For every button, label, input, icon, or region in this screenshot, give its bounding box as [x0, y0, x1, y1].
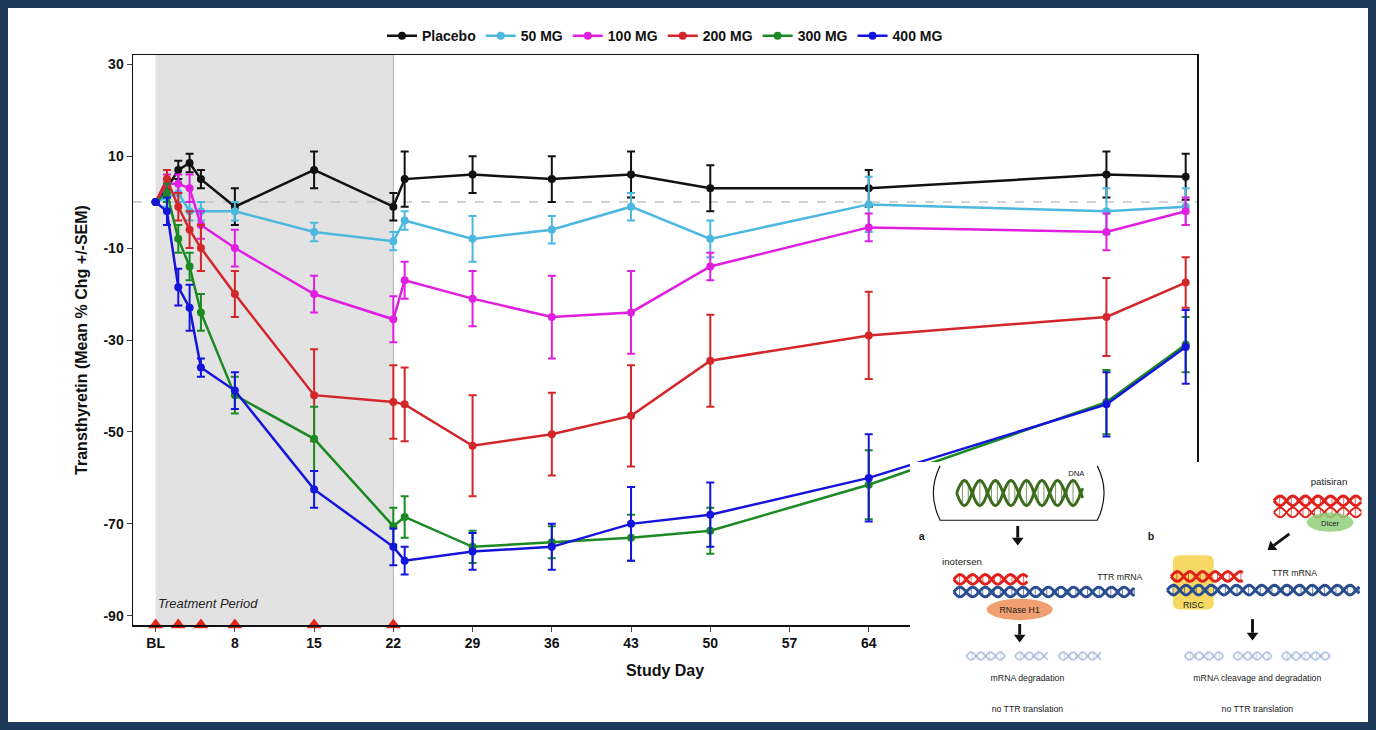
svg-text:DNA: DNA: [1068, 469, 1085, 478]
svg-text:64: 64: [861, 635, 877, 651]
svg-text:mRNA cleavage and degradation: mRNA cleavage and degradation: [1193, 673, 1321, 683]
svg-text:TTR mRNA: TTR mRNA: [1097, 572, 1142, 582]
svg-text:Dicer: Dicer: [1321, 519, 1340, 528]
svg-text:Placebo: Placebo: [422, 28, 476, 44]
svg-text:Study Day: Study Day: [626, 662, 704, 679]
svg-text:Transthyretin (Mean % Chg +/-S: Transthyretin (Mean % Chg +/-SEM): [73, 205, 90, 475]
svg-text:no TTR translation: no TTR translation: [992, 704, 1064, 714]
svg-text:TTR mRNA: TTR mRNA: [1272, 568, 1317, 578]
svg-text:200 MG: 200 MG: [703, 28, 753, 44]
svg-text:inotersen: inotersen: [942, 556, 982, 567]
svg-text:BL: BL: [146, 635, 165, 651]
svg-text:43: 43: [623, 635, 639, 651]
svg-text:-70: -70: [103, 516, 123, 532]
svg-text:22: 22: [386, 635, 402, 651]
svg-text:100 MG: 100 MG: [608, 28, 658, 44]
svg-text:15: 15: [306, 635, 322, 651]
svg-text:no TTR translation: no TTR translation: [1222, 704, 1294, 714]
svg-text:mRNA degradation: mRNA degradation: [991, 673, 1065, 683]
svg-text:-30: -30: [103, 332, 123, 348]
svg-text:57: 57: [782, 635, 798, 651]
svg-text:b: b: [1148, 530, 1155, 542]
svg-text:10: 10: [108, 148, 124, 164]
svg-text:300 MG: 300 MG: [798, 28, 848, 44]
svg-text:30: 30: [108, 56, 124, 72]
svg-text:36: 36: [544, 635, 560, 651]
svg-text:-50: -50: [103, 424, 123, 440]
svg-text:-10: -10: [103, 240, 123, 256]
svg-text:8: 8: [231, 635, 239, 651]
svg-text:50: 50: [702, 635, 718, 651]
svg-text:a: a: [919, 530, 925, 542]
svg-text:400 MG: 400 MG: [893, 28, 943, 44]
svg-text:29: 29: [465, 635, 481, 651]
svg-text:Treatment Period: Treatment Period: [158, 596, 258, 611]
svg-text:RISC: RISC: [1183, 600, 1204, 610]
svg-text:50 MG: 50 MG: [521, 28, 563, 44]
svg-text:RNase H1: RNase H1: [1000, 605, 1040, 615]
svg-text:-90: -90: [103, 608, 123, 624]
svg-text:patisiran: patisiran: [1311, 476, 1348, 487]
